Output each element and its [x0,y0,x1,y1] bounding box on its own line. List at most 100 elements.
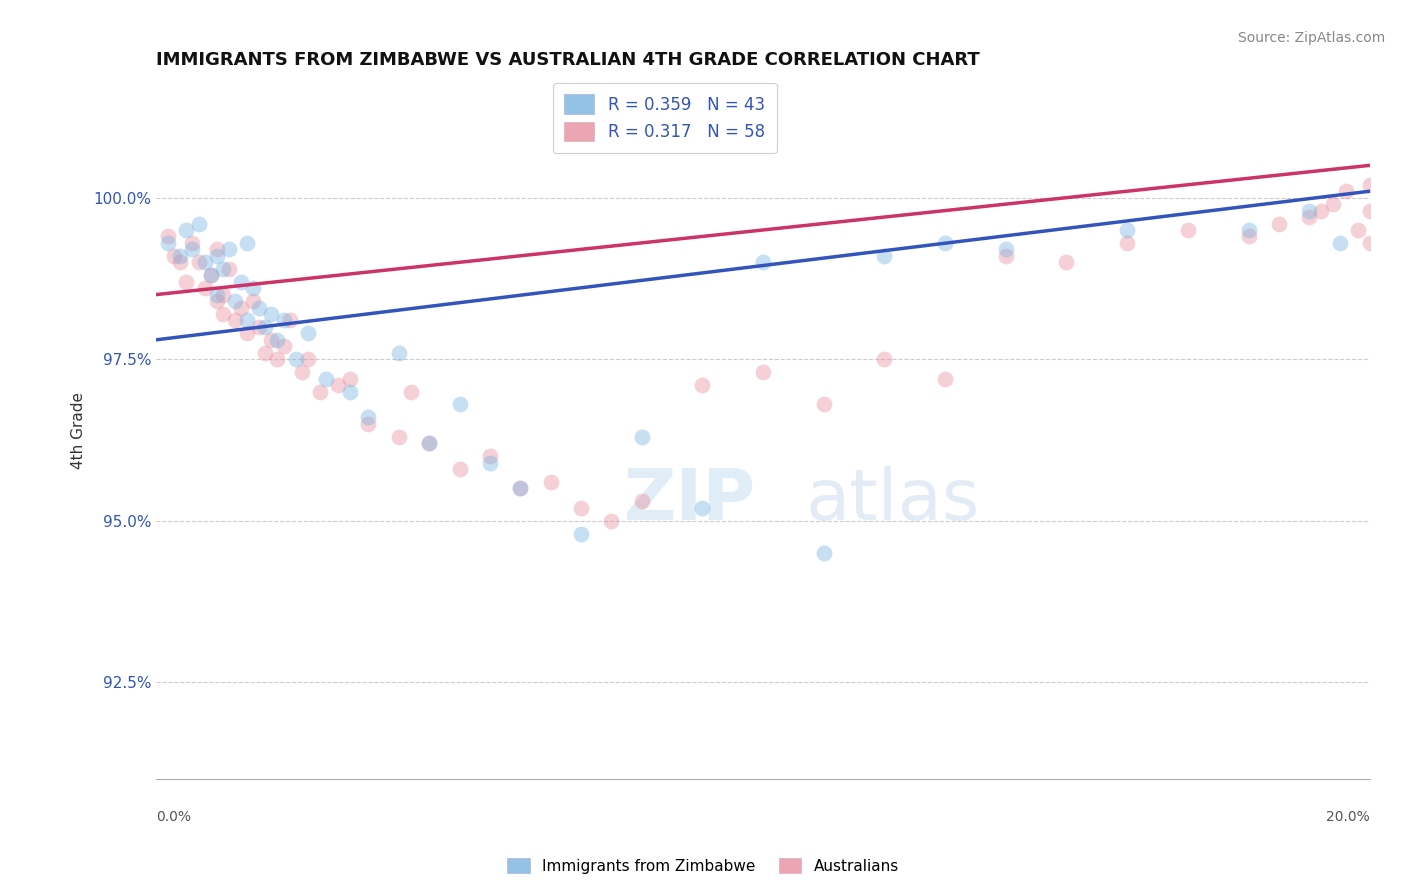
Point [994,243,1017,257]
Point [690,378,713,392]
Legend: Immigrants from Zimbabwe, Australians: Immigrants from Zimbabwe, Australians [501,852,905,880]
Point [934,235,956,250]
Point [357,410,380,425]
Point [284,352,307,367]
Point [211,261,233,276]
Point [1358,235,1381,250]
Point [600,514,623,528]
Text: atlas: atlas [806,466,980,534]
Point [813,397,835,411]
Point [1310,203,1333,218]
Point [242,281,264,295]
Point [752,255,775,269]
Point [1116,235,1139,250]
Point [181,243,204,257]
Point [418,436,440,450]
Point [1298,203,1320,218]
Point [1237,229,1260,244]
Point [449,397,471,411]
Point [187,217,209,231]
Y-axis label: 4th Grade: 4th Grade [72,392,86,469]
Point [229,301,252,315]
Point [540,475,562,489]
Point [418,436,440,450]
Point [1329,235,1351,250]
Point [205,287,228,301]
Point [260,307,283,321]
Point [478,456,501,470]
Point [224,313,246,327]
Text: 20.0%: 20.0% [1326,810,1369,824]
Point [157,229,180,244]
Point [187,255,209,269]
Legend: R = 0.359   N = 43, R = 0.317   N = 58: R = 0.359 N = 43, R = 0.317 N = 58 [553,83,776,153]
Point [200,268,222,283]
Point [357,417,380,431]
Point [266,333,288,347]
Point [194,255,217,269]
Point [339,371,361,385]
Text: Source: ZipAtlas.com: Source: ZipAtlas.com [1237,31,1385,45]
Point [399,384,422,399]
Point [630,430,652,444]
Point [873,249,896,263]
Point [309,384,332,399]
Point [273,313,295,327]
Point [873,352,896,367]
Point [1116,223,1139,237]
Point [297,352,319,367]
Point [194,281,217,295]
Point [224,294,246,309]
Point [247,319,270,334]
Point [205,243,228,257]
Point [254,319,277,334]
Point [1237,223,1260,237]
Point [752,365,775,379]
Point [1322,197,1344,211]
Point [1347,223,1369,237]
Point [200,268,222,283]
Point [236,326,259,341]
Point [218,261,240,276]
Point [509,482,531,496]
Point [278,313,301,327]
Text: IMMIGRANTS FROM ZIMBABWE VS AUSTRALIAN 4TH GRADE CORRELATION CHART: IMMIGRANTS FROM ZIMBABWE VS AUSTRALIAN 4… [156,51,980,69]
Point [297,326,319,341]
Text: ZIP: ZIP [623,466,755,534]
Point [339,384,361,399]
Point [509,482,531,496]
Point [229,275,252,289]
Point [273,339,295,353]
Point [266,352,288,367]
Point [569,526,592,541]
Point [1358,203,1381,218]
Point [326,378,349,392]
Point [1054,255,1077,269]
Point [478,449,501,463]
Point [236,235,259,250]
Point [242,294,264,309]
Text: 0.0%: 0.0% [156,810,191,824]
Point [236,313,259,327]
Point [181,235,204,250]
Point [205,249,228,263]
Point [205,294,228,309]
Point [630,494,652,508]
Point [169,255,191,269]
Point [569,500,592,515]
Point [218,243,240,257]
Point [211,287,233,301]
Point [247,301,270,315]
Point [315,371,337,385]
Point [449,462,471,476]
Point [291,365,314,379]
Point [388,430,411,444]
Point [388,345,411,359]
Point [176,223,198,237]
Point [1268,217,1291,231]
Point [813,546,835,560]
Point [176,275,198,289]
Point [690,500,713,515]
Point [157,235,180,250]
Point [1334,184,1357,198]
